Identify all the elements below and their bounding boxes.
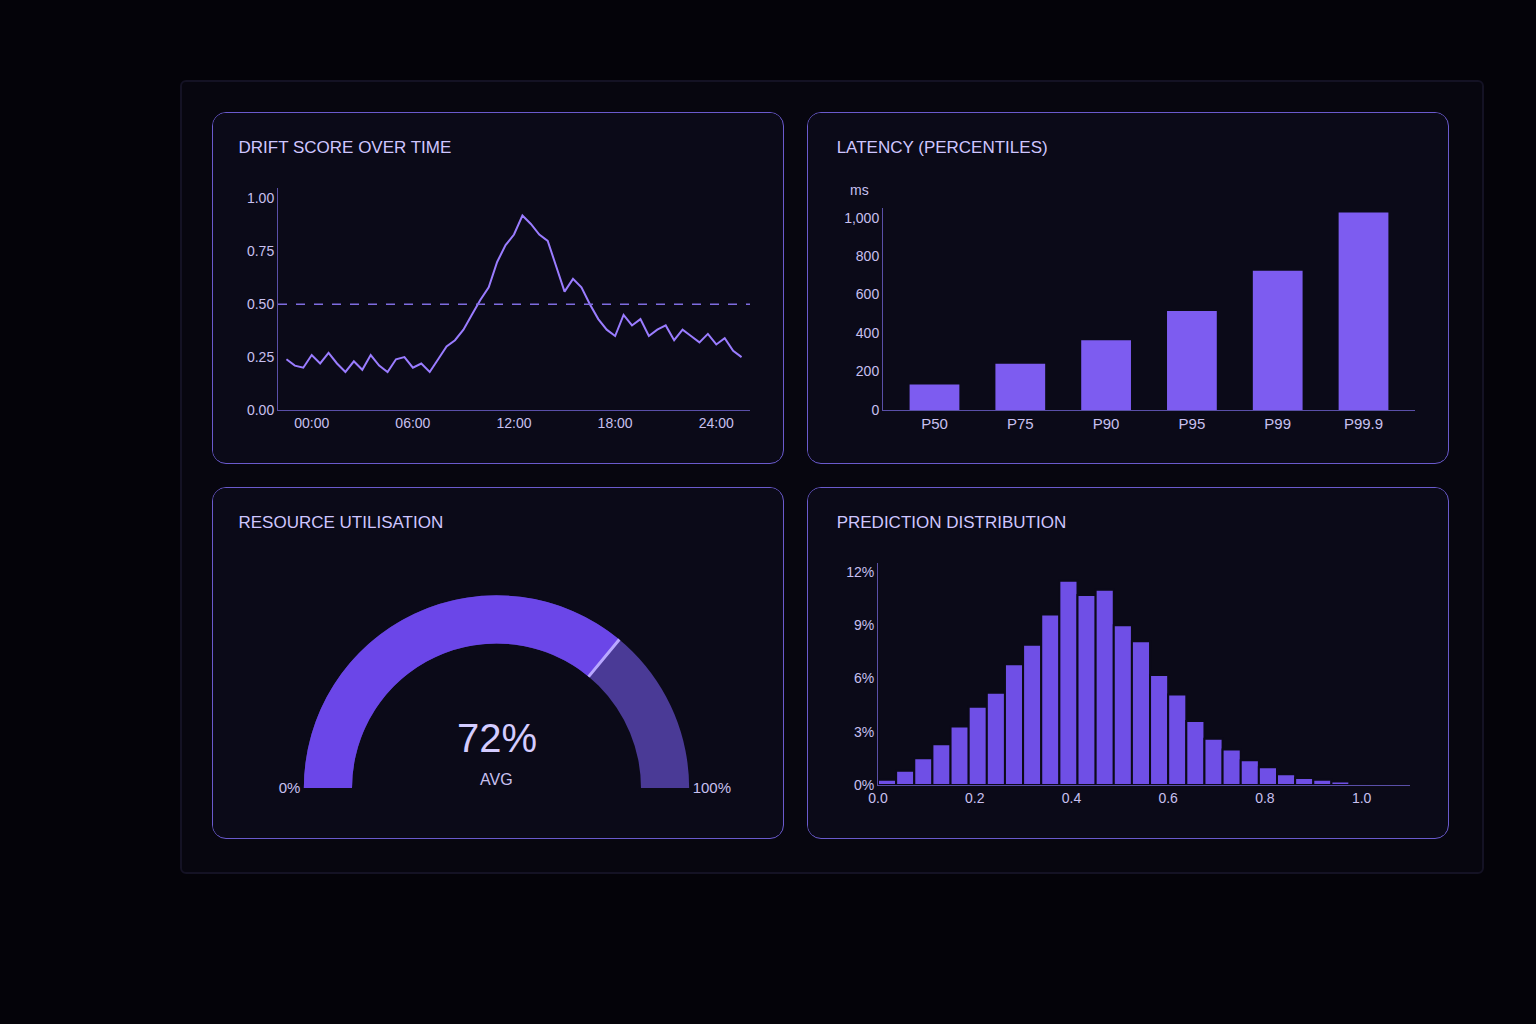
svg-text:DRIFT SCORE OVER TIME: DRIFT SCORE OVER TIME — [239, 138, 452, 157]
svg-text:12%: 12% — [846, 564, 874, 580]
svg-text:0%: 0% — [279, 779, 301, 796]
svg-text:P99: P99 — [1264, 415, 1291, 432]
svg-text:800: 800 — [856, 248, 880, 264]
svg-text:P90: P90 — [1093, 415, 1120, 432]
svg-text:18:00: 18:00 — [598, 415, 633, 431]
svg-text:1.0: 1.0 — [1352, 790, 1372, 806]
svg-text:0%: 0% — [854, 777, 874, 793]
svg-text:12:00: 12:00 — [496, 415, 531, 431]
svg-text:P95: P95 — [1179, 415, 1206, 432]
svg-text:0.25: 0.25 — [247, 349, 274, 365]
svg-text:PREDICTION DISTRIBUTION: PREDICTION DISTRIBUTION — [837, 513, 1067, 532]
svg-text:06:00: 06:00 — [395, 415, 430, 431]
svg-text:0.8: 0.8 — [1255, 790, 1275, 806]
svg-text:200: 200 — [856, 363, 880, 379]
svg-text:1.00: 1.00 — [247, 190, 274, 206]
svg-text:0.00: 0.00 — [247, 402, 274, 418]
svg-text:3%: 3% — [854, 724, 874, 740]
svg-text:0.6: 0.6 — [1158, 790, 1178, 806]
svg-text:1,000: 1,000 — [844, 210, 879, 226]
svg-text:0.0: 0.0 — [868, 790, 888, 806]
svg-text:00:00: 00:00 — [294, 415, 329, 431]
svg-text:RESOURCE UTILISATION: RESOURCE UTILISATION — [239, 513, 444, 532]
svg-text:6%: 6% — [854, 670, 874, 686]
svg-text:100%: 100% — [693, 779, 731, 796]
svg-text:600: 600 — [856, 286, 880, 302]
svg-text:0.4: 0.4 — [1062, 790, 1082, 806]
svg-text:AVG: AVG — [480, 771, 513, 788]
svg-text:0.75: 0.75 — [247, 243, 274, 259]
svg-text:24:00: 24:00 — [699, 415, 734, 431]
svg-text:72%: 72% — [457, 716, 537, 760]
svg-text:0.2: 0.2 — [965, 790, 985, 806]
svg-text:9%: 9% — [854, 617, 874, 633]
svg-text:P99.9: P99.9 — [1344, 415, 1383, 432]
svg-text:P75: P75 — [1007, 415, 1034, 432]
svg-text:0: 0 — [871, 402, 879, 418]
svg-text:LATENCY (PERCENTILES): LATENCY (PERCENTILES) — [837, 138, 1048, 157]
svg-text:400: 400 — [856, 325, 880, 341]
svg-text:P50: P50 — [921, 415, 948, 432]
svg-text:0.50: 0.50 — [247, 296, 274, 312]
svg-text:ms: ms — [850, 182, 869, 198]
